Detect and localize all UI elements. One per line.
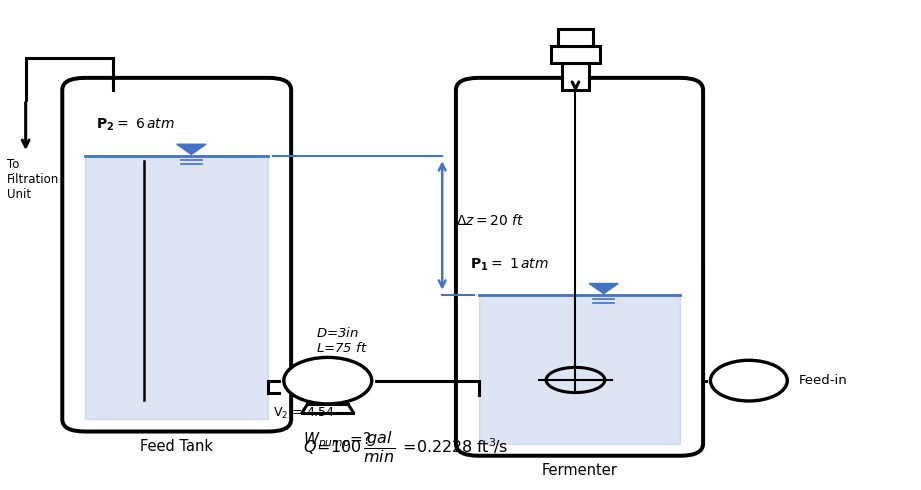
- Text: Fermenter: Fermenter: [542, 463, 617, 478]
- Polygon shape: [177, 144, 206, 154]
- FancyBboxPatch shape: [456, 78, 703, 456]
- Polygon shape: [589, 283, 618, 294]
- FancyBboxPatch shape: [63, 78, 291, 432]
- Text: $\mathbf{P_2}$$=\ 6\,atm$: $\mathbf{P_2}$$=\ 6\,atm$: [96, 116, 175, 133]
- Polygon shape: [479, 295, 681, 443]
- Bar: [557, 29, 593, 46]
- Circle shape: [284, 357, 372, 404]
- Text: $\mathbf{P_1}$$=\ 1\,atm$: $\mathbf{P_1}$$=\ 1\,atm$: [470, 257, 548, 273]
- Text: $D$=3$in$: $D$=3$in$: [316, 326, 359, 341]
- Text: To
Filtration
Unit: To Filtration Unit: [7, 158, 60, 201]
- Polygon shape: [85, 156, 268, 419]
- Bar: [551, 46, 600, 63]
- Text: $Q\!=\!100\,\dfrac{gal}{min}\;=\!0.2228\;{\rm ft}^3\!/{\rm s}$: $Q\!=\!100\,\dfrac{gal}{min}\;=\!0.2228\…: [303, 429, 508, 466]
- Text: Feed Tank: Feed Tank: [140, 439, 214, 454]
- Bar: [562, 63, 589, 90]
- Text: Feed-in: Feed-in: [799, 374, 847, 387]
- Text: $L$=75 $ft$: $L$=75 $ft$: [316, 341, 368, 355]
- Text: V$_2$ = 4.54: V$_2$ = 4.54: [273, 406, 335, 421]
- Circle shape: [710, 360, 787, 401]
- Text: $\Delta z=20\ ft$: $\Delta z=20\ ft$: [456, 213, 525, 228]
- Text: $W_{pump}$=?: $W_{pump}$=?: [303, 431, 371, 451]
